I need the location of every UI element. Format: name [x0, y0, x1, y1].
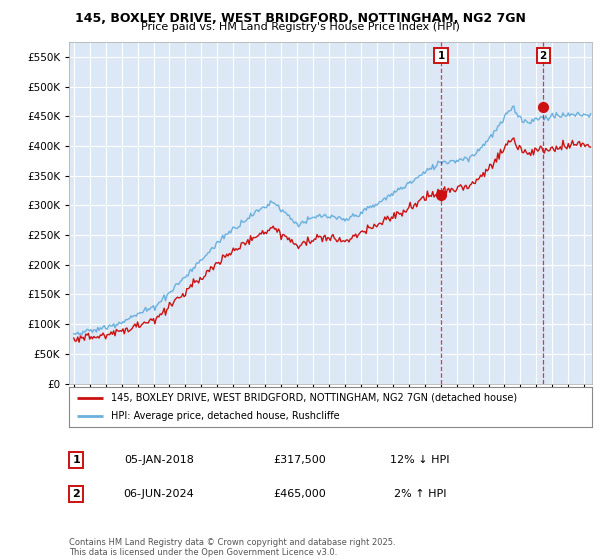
Text: 06-JUN-2024: 06-JUN-2024 — [124, 489, 194, 499]
Text: 2% ↑ HPI: 2% ↑ HPI — [394, 489, 446, 499]
Text: 145, BOXLEY DRIVE, WEST BRIDGFORD, NOTTINGHAM, NG2 7GN: 145, BOXLEY DRIVE, WEST BRIDGFORD, NOTTI… — [74, 12, 526, 25]
Text: 1: 1 — [73, 455, 80, 465]
Text: 05-JAN-2018: 05-JAN-2018 — [124, 455, 194, 465]
Text: HPI: Average price, detached house, Rushcliffe: HPI: Average price, detached house, Rush… — [111, 412, 340, 421]
Text: 2: 2 — [73, 489, 80, 499]
Text: Price paid vs. HM Land Registry's House Price Index (HPI): Price paid vs. HM Land Registry's House … — [140, 22, 460, 32]
Text: 2: 2 — [539, 50, 547, 60]
Text: 12% ↓ HPI: 12% ↓ HPI — [390, 455, 450, 465]
Text: Contains HM Land Registry data © Crown copyright and database right 2025.
This d: Contains HM Land Registry data © Crown c… — [69, 538, 395, 557]
Text: £465,000: £465,000 — [274, 489, 326, 499]
Text: 145, BOXLEY DRIVE, WEST BRIDGFORD, NOTTINGHAM, NG2 7GN (detached house): 145, BOXLEY DRIVE, WEST BRIDGFORD, NOTTI… — [111, 393, 517, 403]
Text: 1: 1 — [437, 50, 445, 60]
Text: £317,500: £317,500 — [274, 455, 326, 465]
